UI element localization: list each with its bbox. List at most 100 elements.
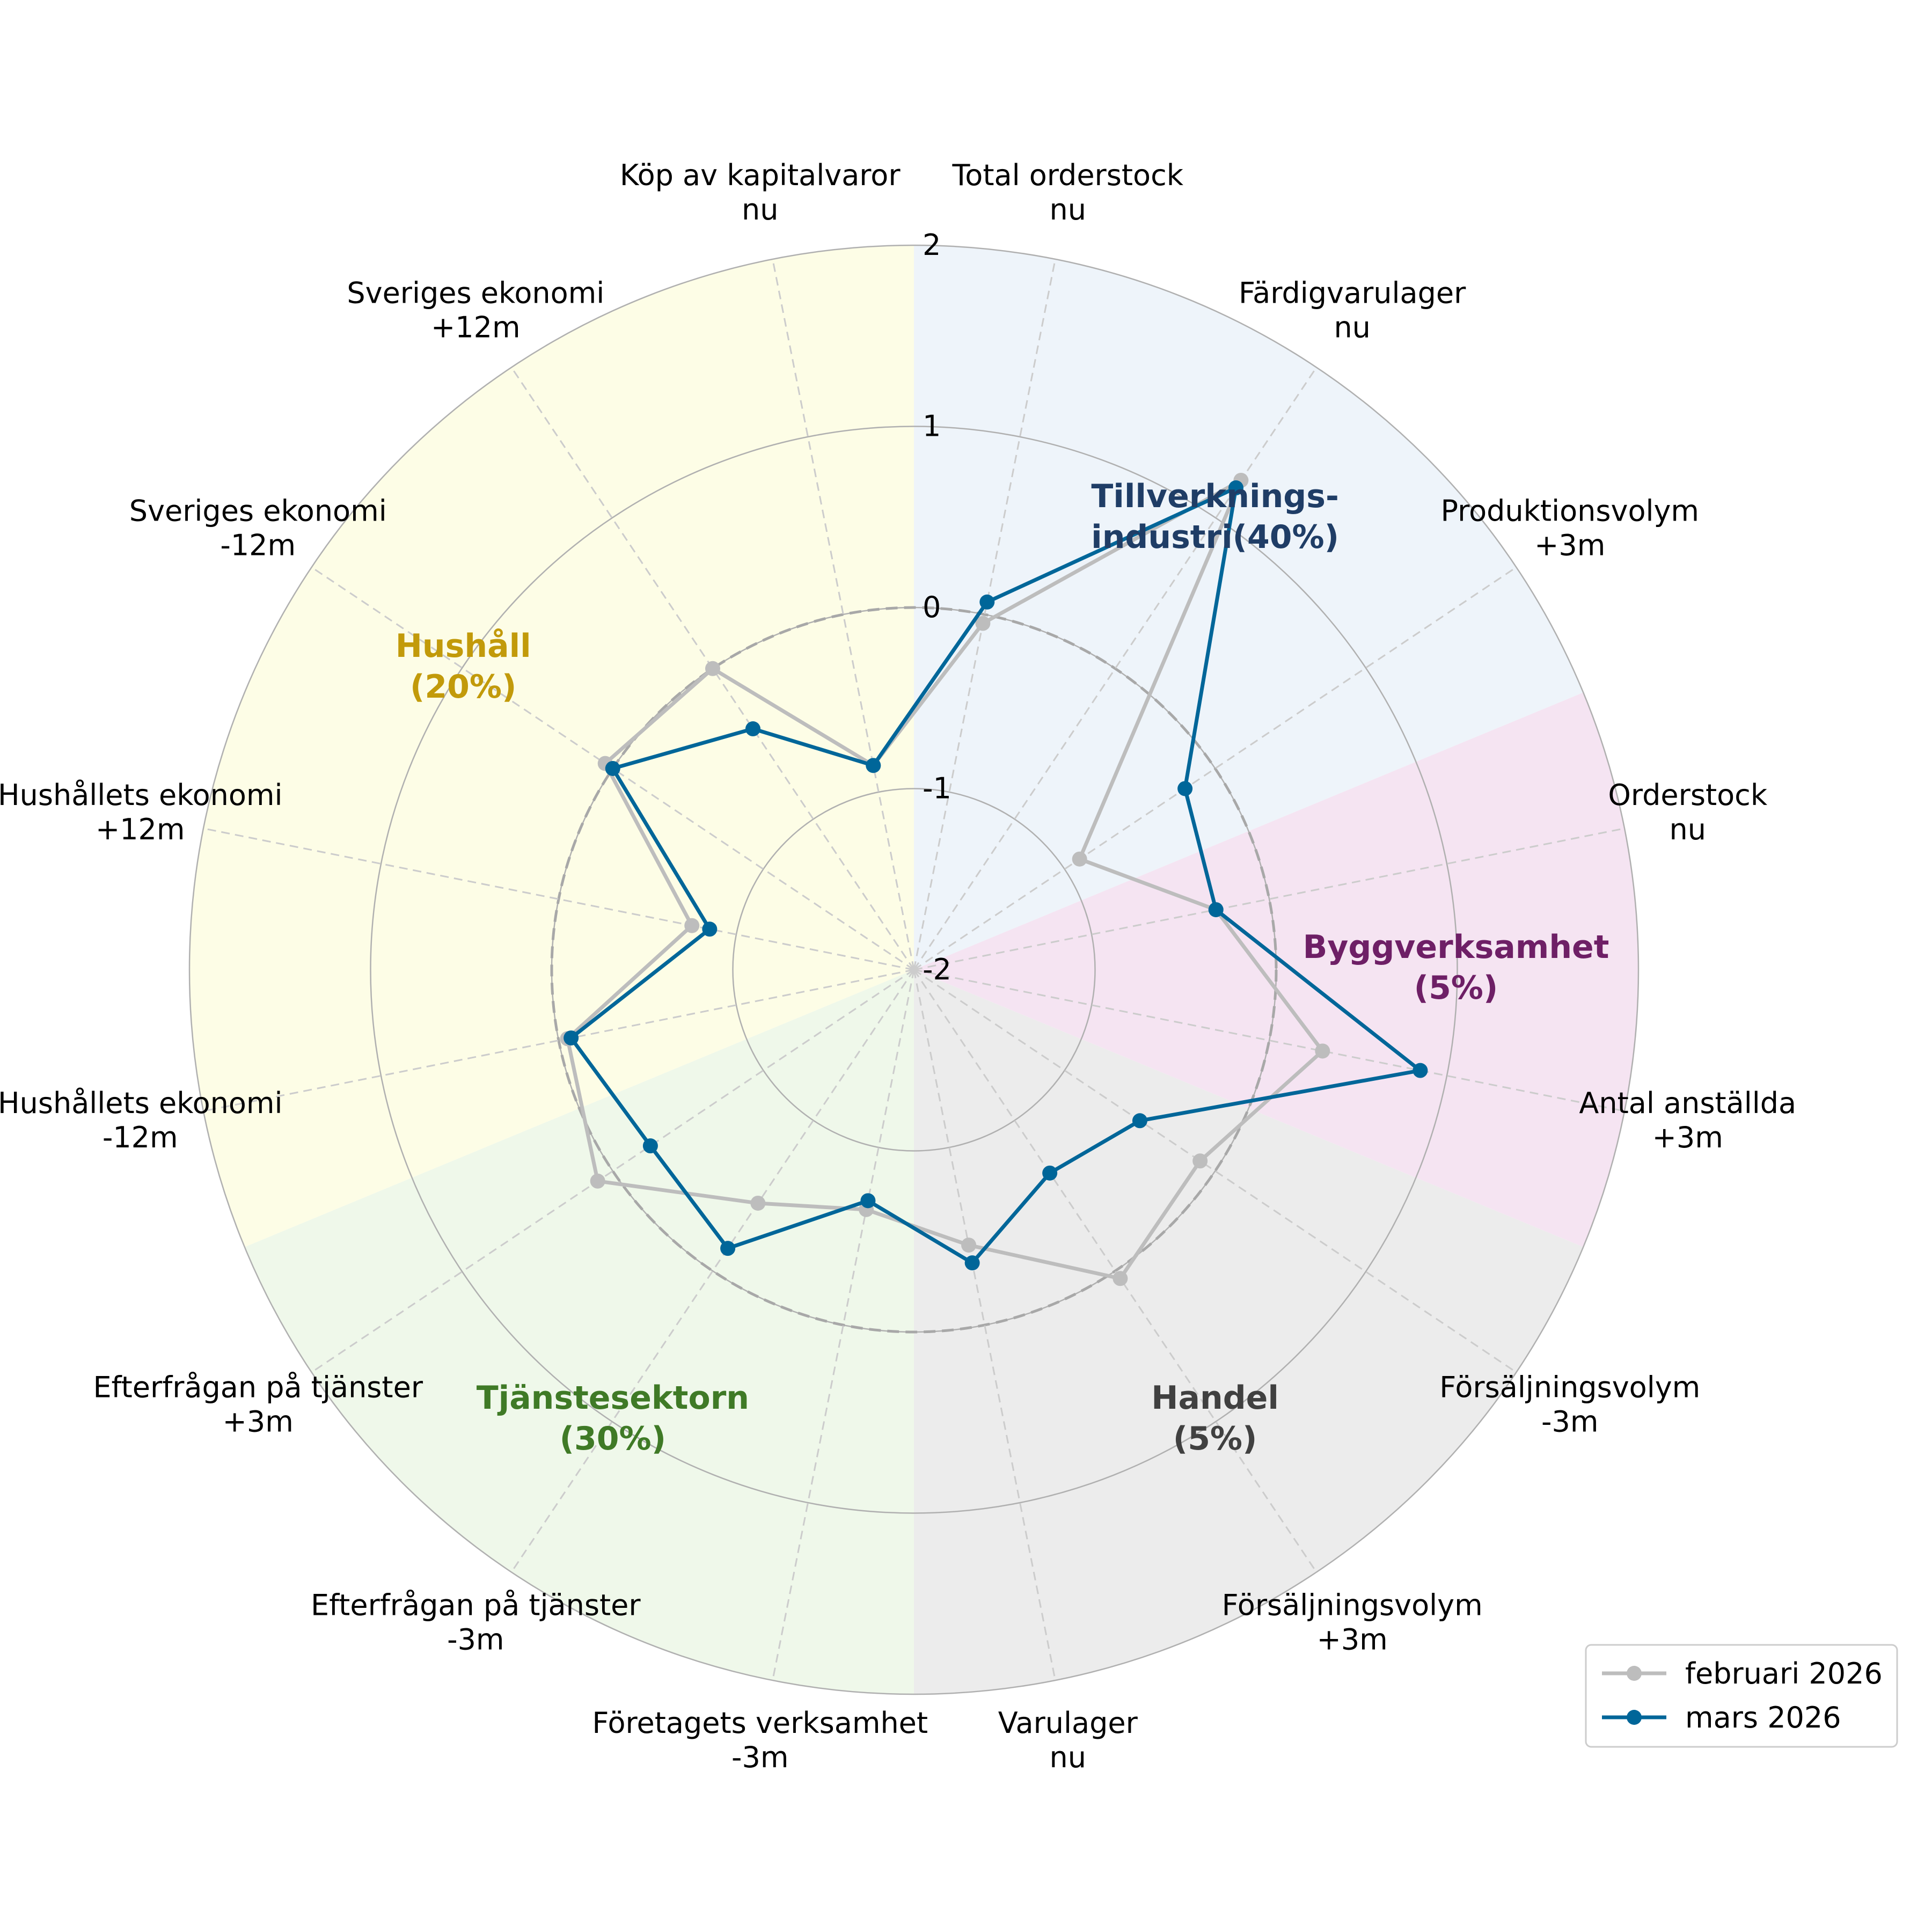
- axis-label-1: Färdigvarulager: [1239, 276, 1466, 310]
- grid-spoke-5: [913, 969, 1517, 1373]
- grid-ring-1: [370, 426, 1458, 1514]
- series-0-point-5: [1192, 1153, 1208, 1169]
- grid-spoke-4: [913, 969, 1625, 1112]
- sector-background-3: [244, 970, 914, 1694]
- legend-label-1: mars 2026: [1685, 1701, 1841, 1735]
- radar-series: [560, 472, 1428, 1286]
- series-1-point-1: [1228, 480, 1244, 496]
- series-1-point-13: [605, 760, 620, 776]
- axis-sublabel-7: nu: [1050, 1740, 1086, 1774]
- series-0-point-2: [1072, 851, 1087, 867]
- grid-ring-3: [732, 788, 1096, 1152]
- series-1-point-6: [1042, 1165, 1058, 1181]
- axis-sublabel-5: -3m: [1541, 1405, 1598, 1439]
- r-tick-label-0: 2: [923, 228, 941, 262]
- series-0-point-12: [684, 918, 700, 933]
- sector-title-3: Tjänstesektorn: [477, 1379, 749, 1417]
- legend: februari 2026 mars 2026: [1585, 1644, 1898, 1748]
- legend-label-0: februari 2026: [1685, 1657, 1883, 1690]
- radar-grid: [188, 244, 1640, 1695]
- axis-sublabel-0: nu: [1050, 193, 1086, 226]
- grid-spoke-9: [510, 969, 915, 1573]
- series-1-point-5: [1132, 1113, 1147, 1129]
- sector-share-0: industri(40%): [1091, 518, 1339, 556]
- grid-spoke-12: [203, 828, 914, 971]
- axis-sublabel-9: -3m: [447, 1622, 504, 1656]
- grid-spoke-7: [913, 969, 1056, 1681]
- axis-sublabel-6: +3m: [1317, 1622, 1388, 1656]
- grid-spoke-11: [203, 969, 914, 1112]
- grid-spoke-10: [311, 969, 914, 1373]
- axis-sublabel-8: -3m: [731, 1740, 788, 1774]
- legend-marker-1: [1627, 1710, 1642, 1725]
- series-1-point-4: [1413, 1063, 1428, 1078]
- axis-label-15: Köp av kapitalvaror: [620, 158, 901, 192]
- sector-share-3: (30%): [560, 1420, 666, 1458]
- axis-label-11: Hushållets ekonomi: [0, 1086, 282, 1120]
- axis-label-5: Försäljningsvolym: [1439, 1371, 1700, 1404]
- axis-sublabel-12: +12m: [96, 813, 185, 846]
- r-tick-label-4: -2: [923, 953, 952, 986]
- axis-sublabel-10: +3m: [223, 1405, 294, 1439]
- grid-ring-0: [188, 244, 1640, 1695]
- sector-title-2: Handel: [1151, 1379, 1279, 1417]
- axis-label-0: Total orderstock: [952, 158, 1183, 192]
- grid-spoke-6: [913, 969, 1318, 1573]
- series-0-point-0: [975, 616, 991, 631]
- series-1-point-11: [564, 1030, 579, 1046]
- series-1-point-10: [642, 1138, 658, 1154]
- series-1-point-12: [702, 921, 718, 937]
- grid-spoke-8: [772, 969, 915, 1681]
- grid-spoke-13: [311, 566, 914, 971]
- series-1-point-3: [1208, 902, 1224, 918]
- axis-label-2: Produktionsvolym: [1440, 494, 1699, 528]
- r-tick-label-2: 0: [923, 590, 941, 624]
- axis-label-14: Sveriges ekonomi: [347, 276, 604, 310]
- axis-label-13: Sveriges ekonomi: [129, 494, 387, 528]
- legend-marker-0: [1627, 1666, 1642, 1681]
- zero-reference-ring: [550, 606, 1278, 1334]
- sector-share-1: (5%): [1414, 969, 1498, 1007]
- series-1-point-2: [1177, 781, 1193, 796]
- series-1-point-14: [745, 721, 760, 737]
- axis-sublabel-13: -12m: [220, 528, 296, 562]
- radar-labels: Total orderstocknuFärdigvarulagernuProdu…: [0, 158, 1796, 1774]
- grid-spoke-2: [913, 566, 1517, 971]
- axis-label-6: Försäljningsvolym: [1222, 1588, 1483, 1622]
- series-0-point-10: [590, 1173, 605, 1189]
- grid-spoke-0: [913, 259, 1056, 970]
- axis-sublabel-2: +3m: [1534, 528, 1605, 562]
- series-0-point-6: [1113, 1271, 1128, 1286]
- series-0-point-14: [705, 661, 720, 676]
- series-0-point-7: [961, 1238, 977, 1253]
- sector-title-1: Byggverksamhet: [1303, 928, 1609, 966]
- sector-title-0: Tillverknings-: [1091, 478, 1338, 515]
- axis-label-9: Efterfrågan på tjänster: [311, 1588, 641, 1622]
- legend-box: [1585, 1644, 1898, 1748]
- grid-spoke-14: [510, 367, 915, 970]
- grid-spoke-3: [913, 828, 1625, 971]
- sector-title-4: Hushåll: [396, 627, 531, 665]
- r-tick-label-3: -1: [923, 772, 952, 806]
- sector-share-4: (20%): [410, 668, 516, 706]
- series-1-point-7: [964, 1255, 980, 1271]
- axis-label-12: Hushållets ekonomi: [0, 778, 282, 812]
- axis-label-8: Företagets verksamhet: [592, 1706, 928, 1740]
- axis-label-4: Antal anställda: [1579, 1086, 1796, 1120]
- axis-label-3: Orderstock: [1608, 778, 1767, 812]
- axis-sublabel-3: nu: [1670, 813, 1706, 846]
- axis-sublabel-15: nu: [742, 193, 778, 226]
- series-1-point-15: [866, 758, 881, 773]
- r-tick-label-1: 1: [923, 409, 941, 443]
- sector-share-2: (5%): [1173, 1420, 1257, 1458]
- axis-label-10: Efterfrågan på tjänster: [93, 1371, 423, 1404]
- axis-sublabel-4: +3m: [1652, 1121, 1723, 1154]
- grid-spoke-15: [772, 259, 915, 970]
- axis-sublabel-1: nu: [1334, 311, 1370, 345]
- axis-sublabel-11: -12m: [103, 1121, 178, 1154]
- series-1-point-0: [979, 594, 995, 610]
- grid-spoke-1: [913, 367, 1318, 970]
- axis-sublabel-14: +12m: [431, 311, 521, 345]
- sector-background-0: [914, 245, 1584, 970]
